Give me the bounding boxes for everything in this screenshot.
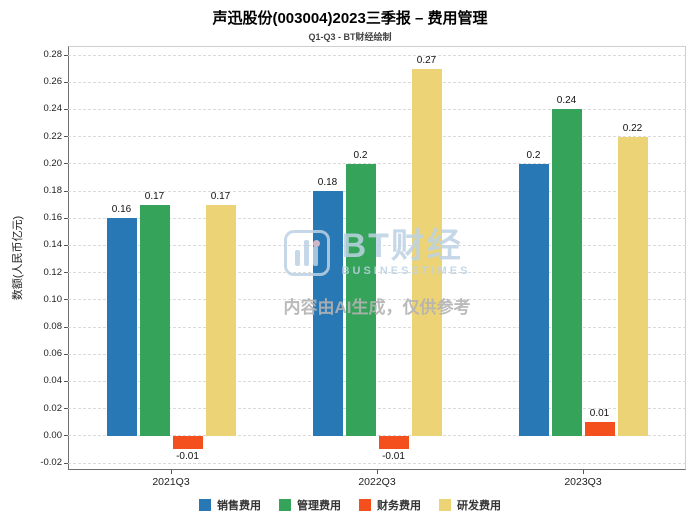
bar [106, 218, 137, 436]
plot-area [68, 46, 686, 470]
y-tick-label: 0.28 [43, 49, 63, 60]
bar-value-label: -0.01 [176, 451, 199, 463]
y-tick-mark [64, 163, 68, 165]
gridline [68, 380, 686, 382]
legend-swatch-icon [439, 499, 451, 511]
y-tick-mark [64, 299, 68, 301]
y-tick-label: 0.08 [43, 321, 63, 332]
gridline [68, 244, 686, 246]
y-tick-mark [64, 136, 68, 138]
bar [411, 68, 442, 436]
y-tick-label: 0.04 [43, 375, 63, 387]
legend-label: 财务费用 [377, 500, 421, 512]
x-tick-mark [582, 470, 584, 474]
y-tick-mark [64, 190, 68, 192]
gridline [68, 326, 686, 328]
bar-value-label: 0.2 [353, 149, 368, 161]
gridline [68, 81, 686, 83]
legend-item: 研发费用 [439, 497, 501, 513]
gridline [68, 54, 686, 56]
y-tick-label: 0.10 [43, 293, 63, 305]
bar [518, 163, 549, 436]
bar-value-label: 0.17 [144, 190, 165, 202]
y-tick-label: 0.00 [43, 429, 63, 441]
bar [312, 191, 343, 436]
legend-label: 研发费用 [457, 500, 501, 512]
y-tick-mark [64, 54, 68, 56]
y-tick-label: 0.06 [43, 348, 63, 360]
bar-value-label: 0.17 [210, 190, 231, 202]
gridline [68, 408, 686, 410]
x-tick-mark [376, 470, 378, 474]
bar [378, 435, 409, 450]
y-tick-label: 0.14 [43, 239, 63, 251]
bar-value-label: 0.2 [526, 149, 541, 161]
y-tick-mark [64, 435, 68, 437]
bar [172, 435, 203, 450]
chart-subtitle: Q1-Q3 - BT财经绘制 [308, 32, 392, 42]
legend-swatch-icon [199, 499, 211, 511]
gridline [68, 190, 686, 192]
legend-label: 销售费用 [217, 500, 261, 512]
bar [551, 109, 582, 436]
bar-value-label: 0.16 [111, 204, 132, 216]
y-tick-mark [64, 244, 68, 246]
gridline [68, 163, 686, 165]
legend: 销售费用 管理费用 财务费用 研发费用 [0, 494, 700, 516]
y-tick-label: 0.18 [43, 185, 63, 196]
bar-value-label: 0.27 [416, 54, 437, 66]
y-tick-mark [64, 380, 68, 382]
gridline [68, 136, 686, 138]
bar [139, 204, 170, 436]
y-tick-label: 0.16 [43, 212, 63, 224]
y-tick-label: 0.22 [43, 130, 63, 142]
gridline [68, 299, 686, 301]
y-tick-mark [64, 408, 68, 410]
y-tick-mark [64, 272, 68, 274]
x-tick-label: 2022Q3 [358, 476, 396, 488]
legend-item: 财务费用 [359, 497, 421, 513]
gridline [68, 108, 686, 110]
y-tick-mark [64, 326, 68, 328]
legend-item: 管理费用 [279, 497, 341, 513]
gridline [68, 217, 686, 219]
legend-item: 销售费用 [199, 497, 261, 513]
x-tick-label: 2021Q3 [152, 476, 190, 488]
chart-title: 声迅股份(003004)2023三季报 – 费用管理 [212, 10, 488, 27]
y-tick-mark [64, 81, 68, 83]
gridline [68, 353, 686, 355]
gridline [68, 462, 686, 464]
bar [345, 163, 376, 436]
gridline [68, 272, 686, 274]
legend-label: 管理费用 [297, 500, 341, 512]
bar-value-label: 0.18 [317, 177, 338, 188]
bar-value-label: -0.01 [382, 451, 405, 463]
bar-value-label: 0.24 [556, 95, 577, 107]
y-tick-label: 0.02 [43, 402, 63, 414]
y-tick-label: -0.02 [40, 457, 62, 468]
bar [617, 136, 648, 436]
bar-value-label: 0.22 [622, 122, 643, 134]
x-tick-mark [170, 470, 172, 474]
legend-swatch-icon [359, 499, 371, 511]
y-tick-label: 0.12 [43, 266, 63, 278]
y-tick-label: 0.24 [43, 103, 63, 115]
y-tick-label: 0.20 [43, 157, 63, 169]
y-tick-mark [64, 108, 68, 110]
gridline [68, 435, 686, 437]
y-tick-mark [64, 217, 68, 219]
bar [584, 422, 615, 436]
y-tick-mark [64, 462, 68, 464]
y-tick-mark [64, 353, 68, 355]
bar-value-label: 0.01 [589, 408, 610, 420]
legend-swatch-icon [279, 499, 291, 511]
bar [205, 204, 236, 436]
y-tick-label: 0.26 [43, 76, 63, 88]
x-tick-label: 2023Q3 [564, 476, 602, 488]
